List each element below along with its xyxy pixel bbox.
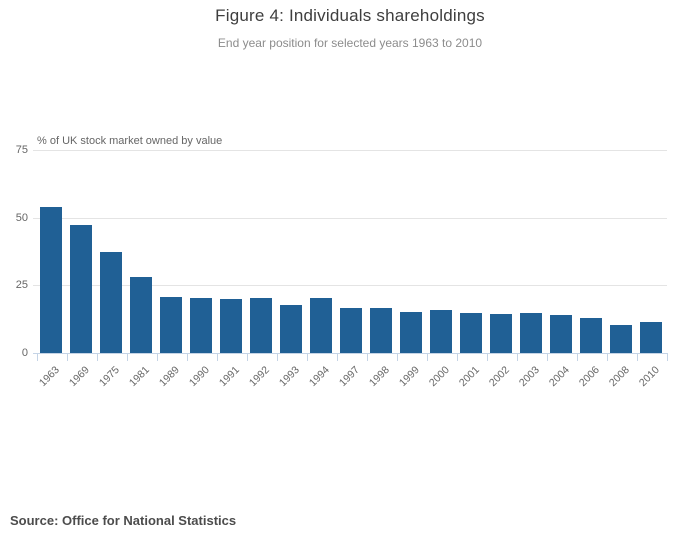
bar-1975 bbox=[100, 251, 122, 353]
x-axis-label-2003: 2003 bbox=[516, 364, 542, 390]
bar-2006 bbox=[580, 318, 602, 353]
bar-1997 bbox=[340, 308, 362, 353]
x-axis-label-1993: 1993 bbox=[276, 364, 302, 390]
x-axis-tick bbox=[97, 353, 98, 361]
x-axis-label-1998: 1998 bbox=[366, 364, 392, 390]
bar-1994 bbox=[310, 298, 332, 353]
gridline-25 bbox=[33, 285, 667, 287]
x-axis-label-1975: 1975 bbox=[96, 364, 122, 390]
x-axis-label-2001: 2001 bbox=[456, 364, 482, 390]
x-axis-tick bbox=[67, 353, 68, 361]
x-axis-tick bbox=[397, 353, 398, 361]
bar-2001 bbox=[460, 312, 482, 353]
x-axis-tick bbox=[127, 353, 128, 361]
bar-2000 bbox=[430, 309, 452, 353]
x-axis-tick bbox=[487, 353, 488, 361]
x-axis-label-1999: 1999 bbox=[396, 364, 422, 390]
gridline-50 bbox=[33, 217, 667, 219]
x-axis-tick bbox=[157, 353, 158, 361]
bar-2010 bbox=[640, 321, 662, 353]
y-axis-tick-label-0: 0 bbox=[21, 347, 28, 359]
bar-2002 bbox=[490, 314, 512, 353]
x-axis-tick bbox=[337, 353, 338, 361]
chart-subtitle: End year position for selected years 196… bbox=[217, 36, 483, 50]
x-axis-tick bbox=[217, 353, 218, 361]
gridline-75 bbox=[33, 150, 667, 151]
bar-1969 bbox=[70, 224, 92, 353]
x-axis-tick bbox=[307, 353, 308, 361]
bar-1981 bbox=[130, 276, 152, 353]
x-axis-label-1994: 1994 bbox=[306, 364, 332, 390]
x-axis-tick bbox=[607, 353, 608, 361]
x-axis-label-1997: 1997 bbox=[336, 364, 362, 390]
bar-1963 bbox=[40, 206, 62, 353]
bar-2008 bbox=[610, 325, 632, 353]
y-axis-tick-label-75: 75 bbox=[15, 144, 28, 156]
x-axis-label-2008: 2008 bbox=[606, 364, 632, 390]
bar-1998 bbox=[370, 307, 392, 353]
bar-1990 bbox=[190, 298, 212, 353]
source-attribution: Source: Office for National Statistics bbox=[10, 513, 237, 528]
x-axis-label-2002: 2002 bbox=[486, 364, 512, 390]
x-axis-label-2010: 2010 bbox=[636, 364, 662, 390]
x-axis-label-1990: 1990 bbox=[186, 364, 212, 390]
y-axis-tick-label-50: 50 bbox=[15, 211, 28, 224]
x-axis-tick bbox=[457, 353, 458, 361]
x-axis-tick bbox=[547, 353, 548, 361]
x-axis-tick bbox=[427, 353, 428, 361]
bar-1989 bbox=[160, 297, 182, 353]
x-axis-tick bbox=[577, 353, 578, 361]
y-axis-title: % of UK stock market owned by value bbox=[37, 135, 223, 147]
x-axis-line bbox=[33, 353, 667, 354]
x-axis-label-1991: 1991 bbox=[216, 364, 242, 390]
y-axis-tick-label-25: 25 bbox=[15, 279, 28, 292]
x-axis-label-2004: 2004 bbox=[546, 364, 572, 390]
x-axis-label-2000: 2000 bbox=[426, 364, 452, 390]
bar-1999 bbox=[400, 311, 422, 353]
bar-1993 bbox=[280, 305, 302, 353]
x-axis-tick bbox=[37, 353, 38, 361]
x-axis-tick bbox=[277, 353, 278, 361]
x-axis-label-1963: 1963 bbox=[36, 364, 62, 390]
x-axis-tick bbox=[187, 353, 188, 361]
x-axis-label-1969: 1969 bbox=[66, 364, 92, 390]
plot-area: 1963 1969 1975 1981 1989 1990 1991 1992 1993 1994… bbox=[33, 150, 668, 389]
x-axis-label-1989: 1989 bbox=[156, 364, 182, 390]
bar-1991 bbox=[220, 299, 242, 353]
x-axis-tick bbox=[247, 353, 248, 361]
bar-2003 bbox=[520, 312, 542, 353]
x-axis-tick bbox=[667, 353, 668, 361]
x-axis-tick bbox=[637, 353, 638, 361]
x-axis-label-1992: 1992 bbox=[246, 364, 272, 390]
chart-title: Figure 4: Individuals shareholdings bbox=[215, 6, 485, 25]
x-axis-label-1981: 1981 bbox=[126, 364, 152, 390]
x-axis-label-2006: 2006 bbox=[576, 364, 602, 390]
x-axis-tick bbox=[367, 353, 368, 361]
bar-2004 bbox=[550, 314, 572, 353]
x-axis-tick bbox=[517, 353, 518, 361]
bar-1992 bbox=[250, 297, 272, 353]
